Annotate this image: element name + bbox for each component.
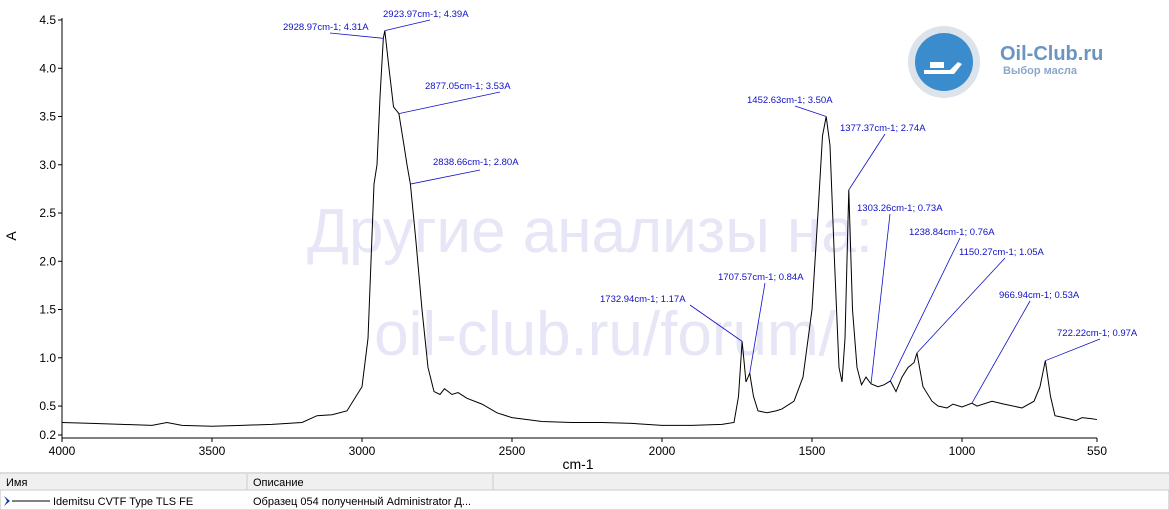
annotation-leader [410,169,481,185]
y-tick-label: 4.0 [39,61,56,75]
watermark: Другие анализы на: [307,197,873,266]
annotation-leader [329,32,384,39]
x-tick-label: 2000 [649,444,676,458]
x-tick-label: 550 [1087,444,1107,458]
annotation-leader [384,19,431,32]
annotation-label: 722.22cm-1; 0.97A [1057,328,1138,339]
annotation-leader [916,257,1006,354]
y-tick-label: 0.5 [39,399,56,413]
table-header-cell: Имя [6,477,27,489]
annotation-label: 1732.94cm-1; 1.17A [600,294,686,305]
table-cell[interactable]: Idemitsu CVTF Type TLS FE [53,496,193,508]
x-tick-label: 1000 [949,444,976,458]
annotation-label: 1377.37cm-1; 2.74A [840,123,926,134]
y-tick-label: 0.2 [39,428,56,442]
y-tick-label: 1.0 [39,351,56,365]
x-tick-label: 3000 [349,444,376,458]
annotation-label: 1707.57cm-1; 0.84A [718,272,804,283]
table-cell[interactable]: Образец 054 полученный Administrator Д..… [253,496,471,508]
x-tick-label: 3500 [199,444,226,458]
y-axis-label: A [3,231,19,241]
annotation-label: 2928.97cm-1; 4.31A [283,22,369,33]
annotation-leader [689,304,743,342]
annotation-leader [749,282,766,374]
annotation-label: 1303.26cm-1; 0.73A [857,203,943,214]
x-tick-label: 4000 [49,444,76,458]
annotation-leader [794,105,827,117]
annotation-leader [889,237,961,382]
y-tick-label: 3.5 [39,110,56,124]
annotation-leader [848,133,886,191]
row-indicator [4,496,10,506]
watermark: oil-club.ru/forum/ [374,300,836,369]
x-tick-label: 2500 [499,444,526,458]
logo-title: Oil-Club.ru [1000,43,1103,65]
annotation-label: 966.94cm-1; 0.53A [999,290,1080,301]
logo-oil-can [924,62,962,74]
y-tick-label: 1.5 [39,303,56,317]
table-header [0,474,1169,490]
annotation-label: 2838.66cm-1; 2.80A [433,157,519,168]
spectrum-line [61,30,1098,427]
annotation-label: 1452.63cm-1; 3.50A [747,95,833,106]
y-tick-label: 3.0 [39,158,56,172]
y-tick-label: 2.5 [39,206,56,220]
logo: Oil-Club.ru Выбор масла [908,26,1103,98]
annotation-label: 1238.84cm-1; 0.76A [909,227,995,238]
table-header-cell: Описание [253,477,304,489]
annotation-label: 2923.97cm-1; 4.39A [383,9,469,20]
annotation-label: 2877.05cm-1; 3.53A [425,81,511,92]
x-axis-label: cm-1 [562,456,593,472]
annotation-label: 1150.27cm-1; 1.05A [959,247,1045,258]
annotation-leader [971,300,1031,404]
annotation-leader [1045,338,1101,362]
annotation-leader [870,213,891,384]
logo-subtitle: Выбор масла [1003,65,1078,77]
y-tick-label: 2.0 [39,254,56,268]
y-tick-label: 4.5 [39,13,56,27]
annotation-leader [398,91,501,115]
x-tick-label: 1500 [799,444,826,458]
